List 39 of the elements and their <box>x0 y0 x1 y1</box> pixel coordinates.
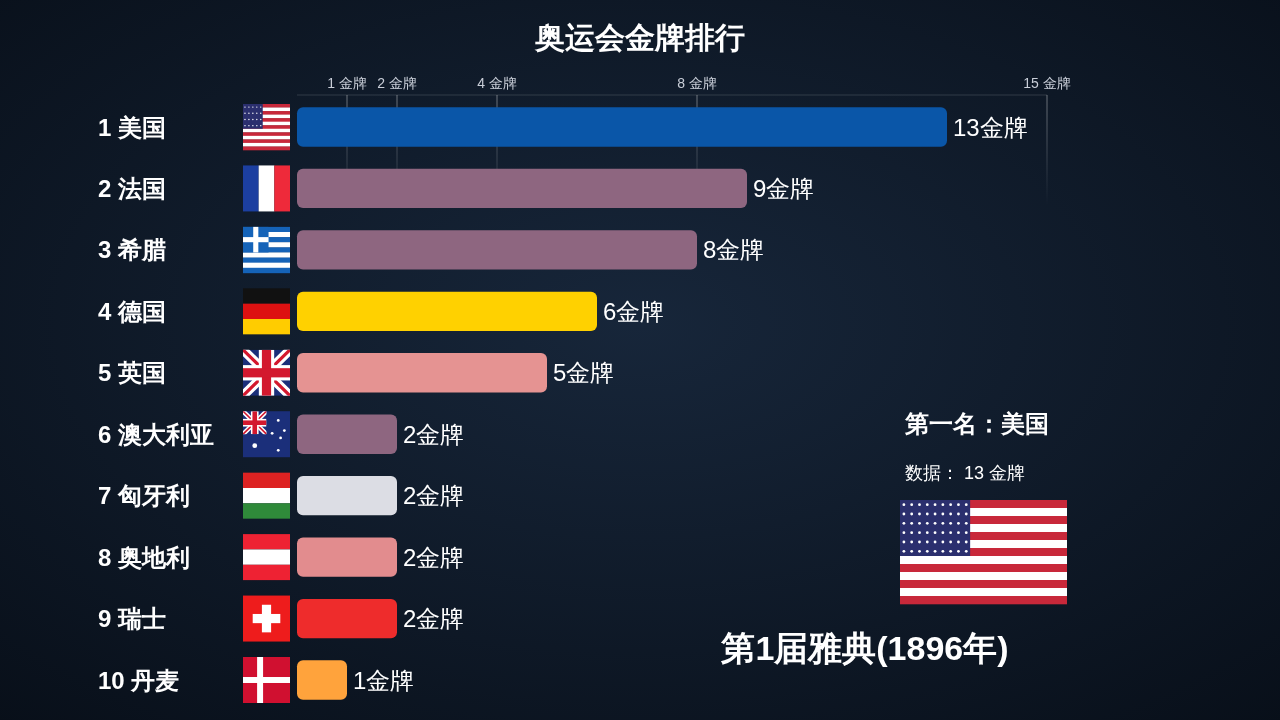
x-tick-label: 15 金牌 <box>1023 75 1071 91</box>
y-tick-label: 2 法国 <box>98 174 167 202</box>
data-label: 5金牌 <box>553 359 615 387</box>
x-tick-label: 8 金牌 <box>677 75 717 91</box>
x-tick-label: 4 金牌 <box>477 75 517 91</box>
x-tick-label: 2 金牌 <box>377 75 417 91</box>
bar <box>297 476 397 516</box>
data-label: 9金牌 <box>753 174 815 202</box>
data-label: 6金牌 <box>603 297 665 325</box>
annotation: 数据： 13 金牌 <box>905 463 1026 483</box>
y-tick-label: 10 丹麦 <box>98 666 180 694</box>
bar <box>297 230 697 270</box>
y-tick-label: 1 美国 <box>98 113 167 141</box>
annotation: 第1届雅典(1896年) <box>720 629 1009 667</box>
data-label: 2金牌 <box>403 482 465 510</box>
bar <box>297 537 397 577</box>
chart-title: 奥运会金牌排行 <box>534 21 745 54</box>
y-tick-label: 9 瑞士 <box>98 605 167 633</box>
x-tick-label: 1 金牌 <box>327 75 367 91</box>
y-tick-label: 3 希腊 <box>98 236 167 264</box>
data-label: 2金牌 <box>403 420 465 448</box>
data-label: 2金牌 <box>403 605 465 633</box>
bar <box>297 168 747 209</box>
data-label: 1金牌 <box>353 666 415 694</box>
bar <box>297 353 547 393</box>
y-tick-label: 6 澳大利亚 <box>98 420 215 448</box>
y-tick-label: 4 德国 <box>98 297 167 325</box>
y-tick-label: 5 英国 <box>98 359 167 387</box>
bar <box>297 107 947 147</box>
annotation: 第一名：美国 <box>904 410 1049 437</box>
bar <box>297 598 397 639</box>
y-tick-label: 7 匈牙利 <box>98 482 191 510</box>
data-label: 8金牌 <box>703 236 765 264</box>
y-tick-label: 8 奥地利 <box>98 543 191 571</box>
bar <box>297 660 347 700</box>
data-label: 13金牌 <box>953 113 1028 141</box>
data-label: 2金牌 <box>403 543 465 571</box>
bar <box>297 291 597 331</box>
bar <box>297 414 397 454</box>
